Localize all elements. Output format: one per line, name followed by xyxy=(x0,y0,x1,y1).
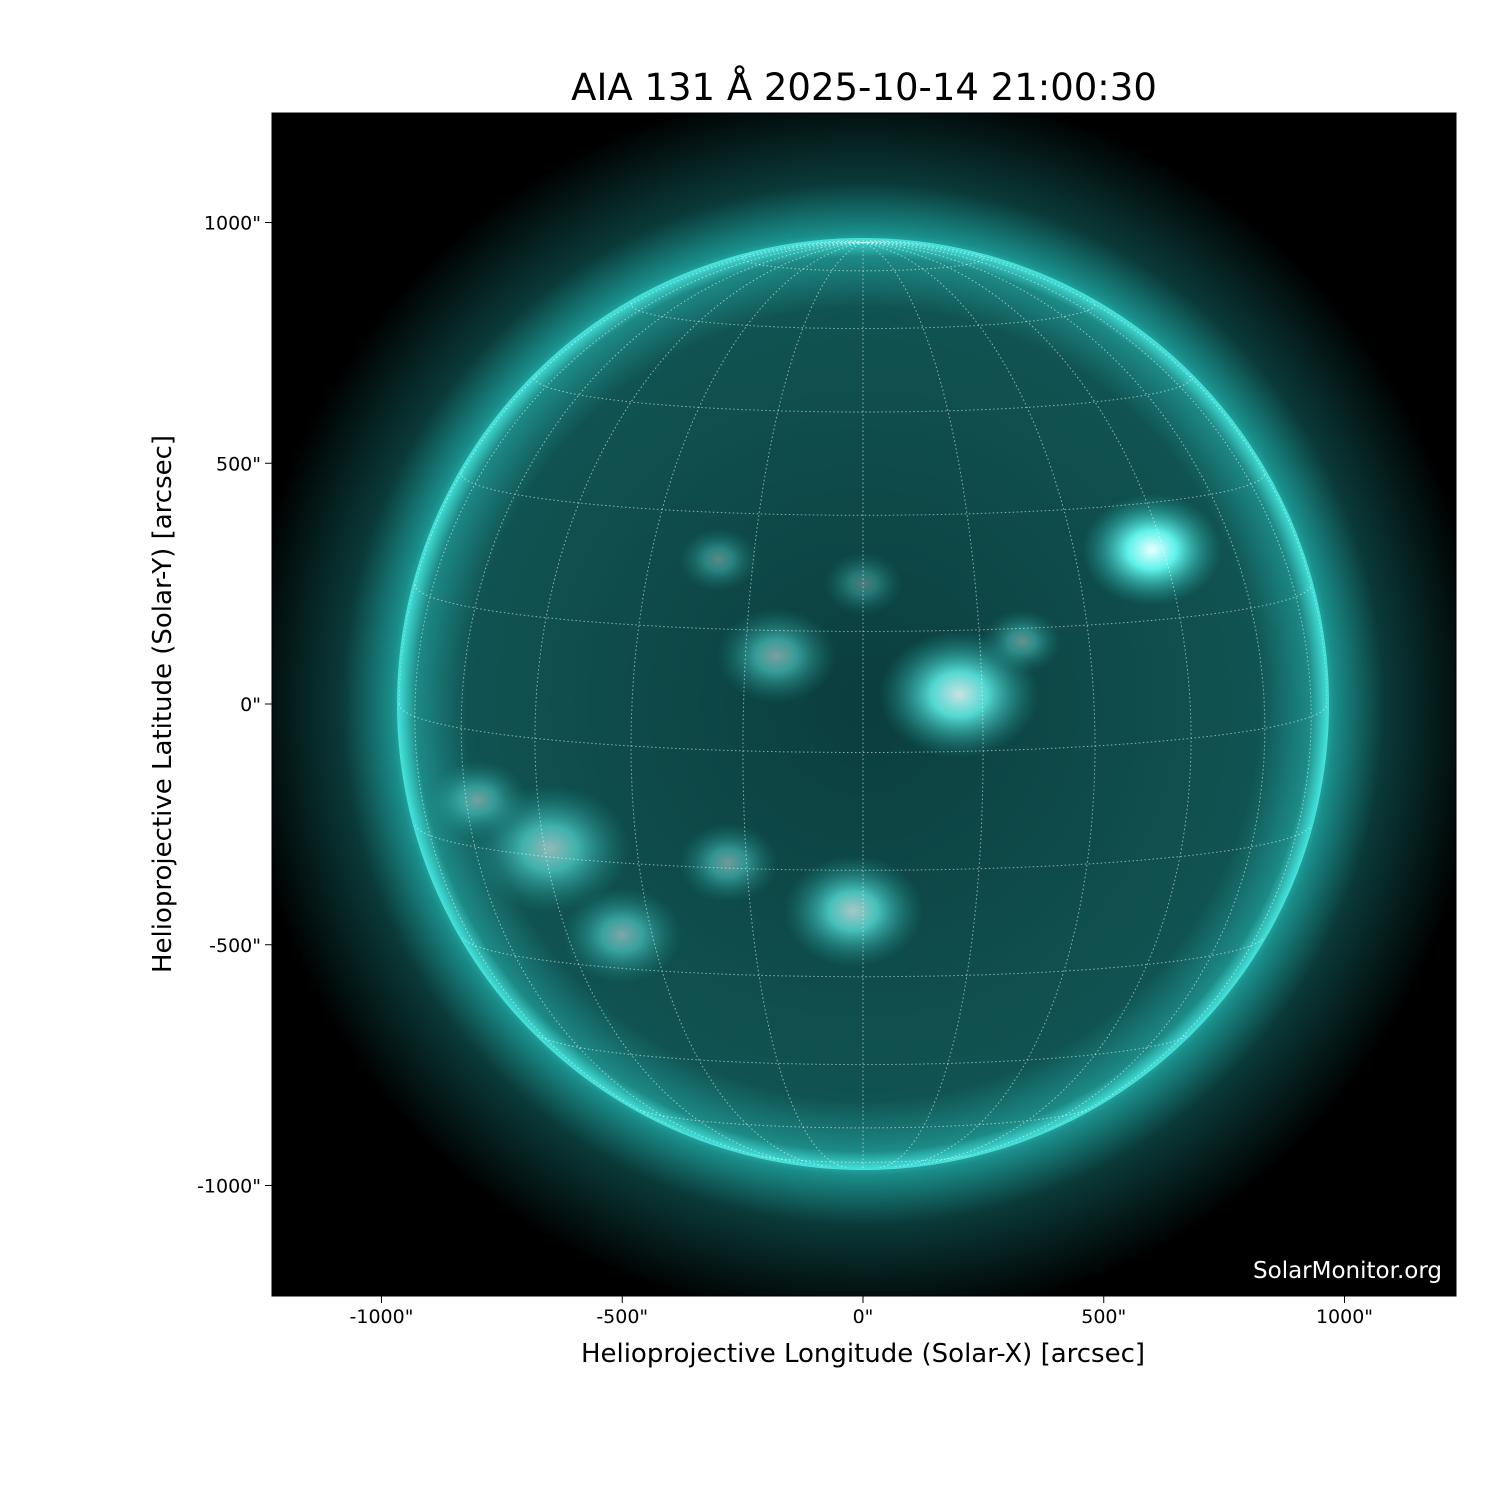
active-region xyxy=(427,760,528,841)
y-tick-label: 0" xyxy=(240,694,261,716)
grid-line xyxy=(862,241,1032,272)
active-region xyxy=(678,527,759,592)
y-tick-label: -1000" xyxy=(197,1176,261,1198)
y-axis-label: Helioprojective Latitude (Solar-Y) [arcs… xyxy=(148,435,178,973)
y-tick-label: 500" xyxy=(216,453,261,475)
grid-line xyxy=(862,240,888,243)
grid-line xyxy=(534,242,864,1165)
active-region xyxy=(716,607,837,704)
grid-line xyxy=(862,242,1327,705)
x-tick-label: -500" xyxy=(596,1306,648,1328)
active-region xyxy=(562,887,683,984)
grid-line xyxy=(862,242,1266,1161)
x-tick-label: -1000" xyxy=(350,1306,414,1328)
x-tick-label: 1000" xyxy=(1316,1306,1373,1328)
grid-line xyxy=(414,584,1312,632)
active-region xyxy=(783,855,924,968)
grid-line xyxy=(862,242,984,1168)
grid-line xyxy=(460,471,1266,516)
plot-title: AIA 131 Å 2025-10-14 21:00:30 xyxy=(571,66,1157,109)
grid-line xyxy=(630,242,864,1168)
grid-line xyxy=(460,242,864,1161)
grid-line xyxy=(461,937,1265,978)
grid-line xyxy=(399,242,864,705)
credit-watermark: SolarMonitor.org xyxy=(1253,1258,1442,1284)
x-axis-label: Helioprojective Longitude (Solar-X) [arc… xyxy=(581,1339,1145,1369)
active-region xyxy=(1081,493,1222,606)
heliographic-grid xyxy=(399,240,1327,1168)
active-region xyxy=(981,609,1062,674)
y-tick-label: 1000" xyxy=(204,213,261,235)
grid-line xyxy=(399,703,1327,753)
grid-line xyxy=(838,240,864,243)
grid-line xyxy=(862,242,1192,1165)
grid-line xyxy=(742,242,864,1168)
y-tick-label: -500" xyxy=(209,935,261,957)
active-region xyxy=(678,822,779,903)
grid-line xyxy=(694,241,864,272)
x-tick-label: 500" xyxy=(1081,1306,1126,1328)
grid-line xyxy=(862,242,1096,1168)
x-tick-label: 0" xyxy=(853,1306,874,1328)
grid-line xyxy=(414,242,864,1132)
grid-line xyxy=(862,242,1312,1132)
